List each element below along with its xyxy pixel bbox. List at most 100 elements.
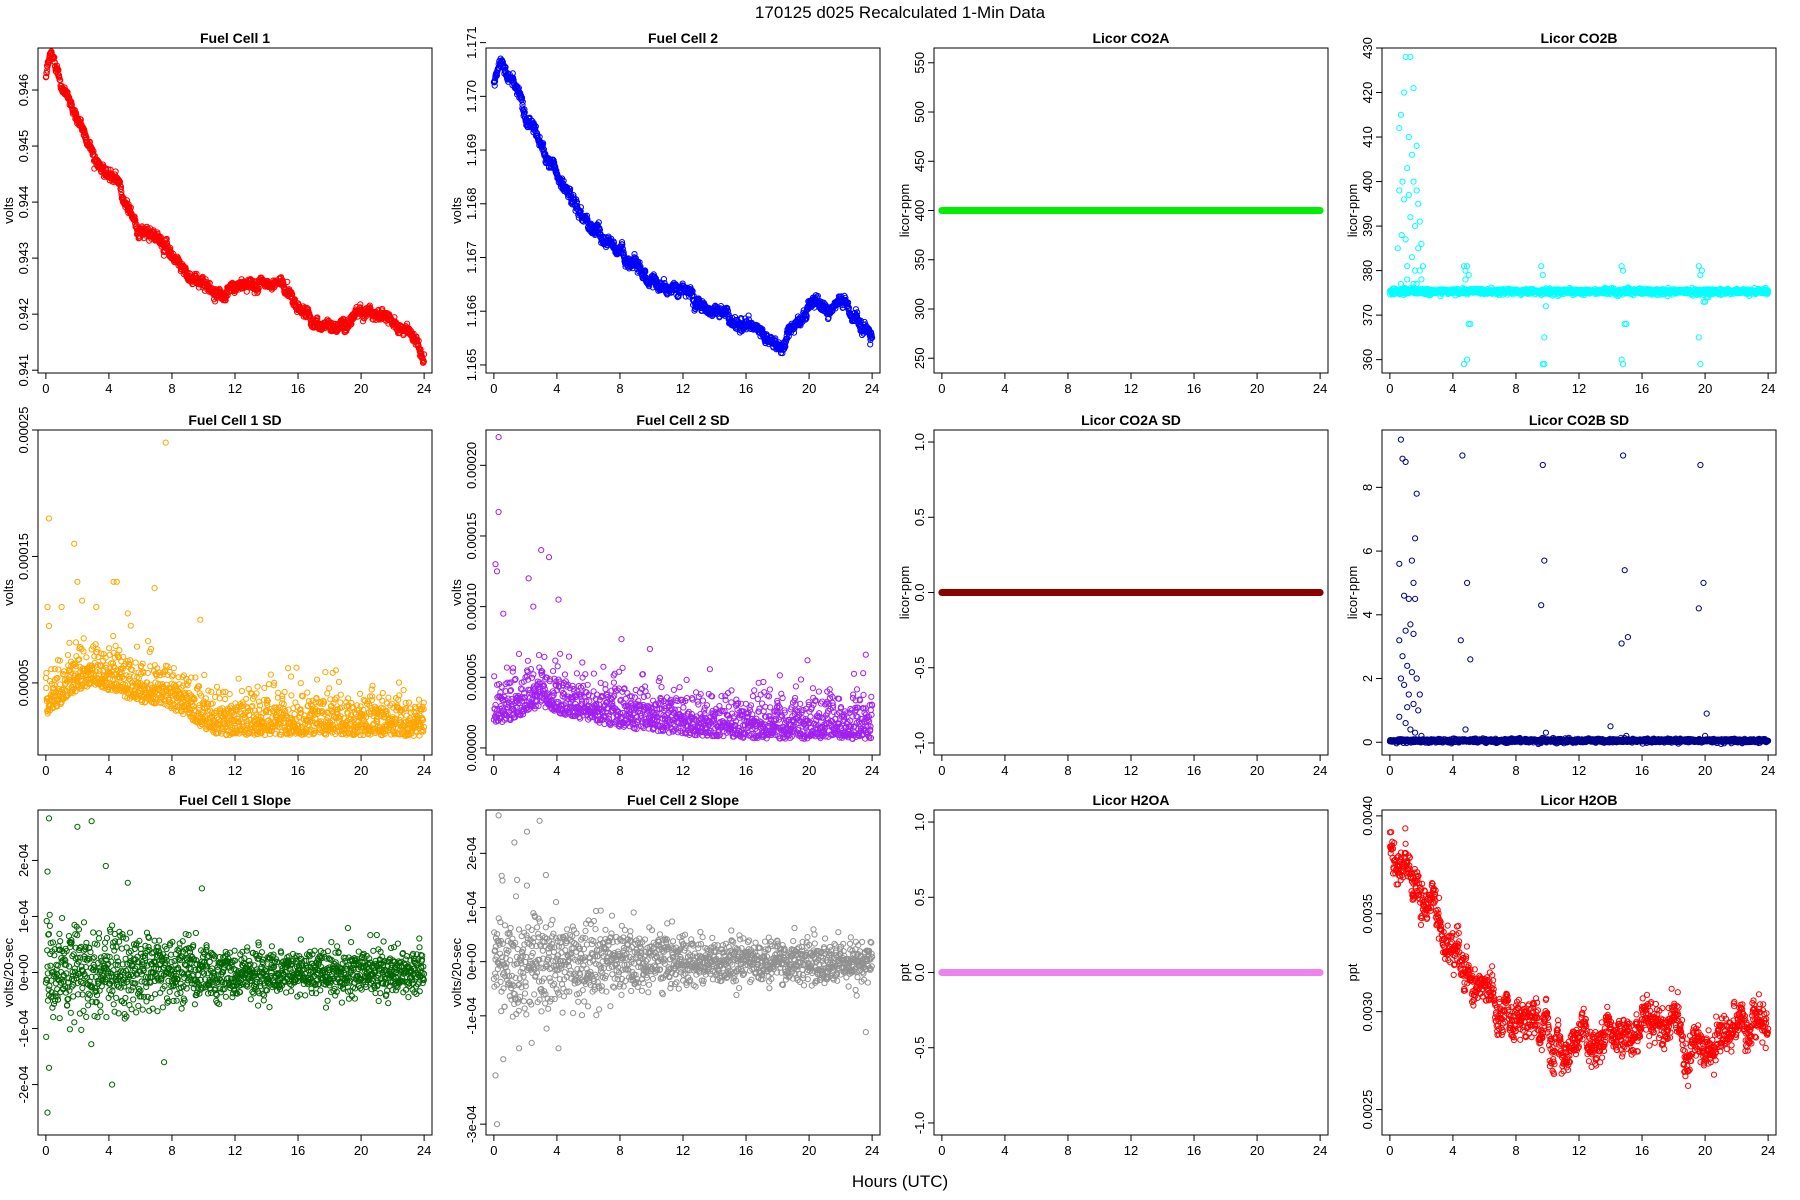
data-point	[94, 661, 101, 669]
data-point	[536, 133, 543, 140]
data-point	[1396, 125, 1403, 132]
y-tick-label: 1.170	[464, 80, 479, 113]
data-point	[566, 188, 574, 195]
data-point	[44, 67, 51, 74]
data-point	[1399, 178, 1406, 185]
data-point	[145, 638, 152, 645]
x-tick-label: 0	[42, 381, 49, 396]
data-point	[66, 639, 73, 646]
y-tick-label: 1.165	[464, 349, 479, 382]
data-point	[180, 711, 187, 718]
data-point	[510, 77, 517, 84]
data-point	[144, 669, 151, 677]
y-tick-label: 1.167	[464, 241, 479, 274]
data-point	[1412, 223, 1419, 230]
x-tick-label: 12	[228, 381, 242, 396]
panel-title: Licor CO2A	[1092, 30, 1169, 46]
data-point	[102, 654, 109, 661]
figure-title: 170125 d025 Recalculated 1-Min Data	[755, 3, 1046, 22]
data-point	[790, 329, 798, 336]
data-point	[64, 89, 71, 96]
data-point	[1410, 280, 1417, 288]
data-point	[1397, 111, 1405, 118]
data-point	[1402, 236, 1409, 243]
data-point	[1413, 142, 1420, 149]
x-tick-label: 20	[1250, 381, 1264, 396]
data-point	[421, 351, 428, 358]
data-point	[132, 220, 139, 227]
data-point	[106, 645, 113, 652]
data-point	[148, 645, 155, 653]
data-point	[814, 292, 821, 300]
data-point	[1407, 214, 1414, 221]
data-point	[154, 665, 161, 672]
data-point	[112, 642, 119, 650]
data-point	[95, 653, 102, 661]
data-point	[136, 234, 144, 241]
data-point	[583, 212, 591, 219]
data-point	[132, 659, 139, 666]
x-tick-label: 20	[802, 381, 816, 396]
panel-title: Fuel Cell 1 SD	[188, 412, 281, 428]
data-point	[1405, 191, 1412, 198]
data-point	[195, 704, 202, 711]
data-point	[782, 338, 790, 345]
data-point	[867, 341, 874, 348]
x-tick-label: 24	[417, 381, 431, 396]
data-point	[119, 665, 126, 672]
data-point	[1407, 53, 1414, 61]
data-point	[43, 684, 50, 692]
y-tick-label: 360	[1360, 349, 1375, 371]
x-tick-label: 8	[1064, 381, 1071, 396]
data-point	[123, 672, 130, 679]
data-point	[62, 680, 69, 687]
data-point	[113, 680, 121, 688]
data-point	[89, 666, 96, 673]
data-point	[1419, 263, 1427, 270]
data-point	[539, 142, 546, 149]
data-point	[1698, 267, 1706, 274]
y-tick-label: 0.944	[16, 186, 31, 219]
x-tick-label: 4	[553, 381, 560, 396]
data-point	[96, 668, 103, 675]
x-tick-label: 16	[1187, 381, 1201, 396]
y-tick-label: 0.941	[16, 354, 31, 387]
data-point	[1398, 231, 1405, 239]
data-point	[803, 313, 810, 320]
data-point	[55, 666, 62, 673]
data-point	[68, 98, 75, 106]
data-point	[43, 70, 50, 77]
y-tick-label: 390	[1360, 215, 1375, 237]
x-tick-label: 20	[1698, 381, 1712, 396]
data-point	[519, 98, 526, 105]
data-point	[91, 152, 98, 160]
x-tick-label: 8	[1512, 381, 1519, 396]
data-point	[618, 239, 626, 246]
panel-title: Licor CO2B	[1540, 30, 1617, 46]
data-point	[1413, 280, 1420, 288]
x-tick-label: 16	[291, 381, 305, 396]
data-point	[637, 263, 644, 270]
data-point	[100, 651, 107, 658]
y-tick-label: 420	[1360, 82, 1375, 104]
data-point	[206, 279, 213, 287]
y-tick-label: 550	[912, 52, 927, 74]
data-point	[577, 204, 585, 211]
data-point	[491, 82, 498, 89]
y-tick-label: 410	[1360, 126, 1375, 148]
data-point	[803, 315, 810, 322]
data-point	[250, 279, 257, 286]
data-point	[139, 660, 146, 667]
data-point	[1416, 267, 1423, 274]
data-point	[67, 666, 74, 674]
data-point	[255, 288, 262, 295]
data-point	[724, 305, 731, 312]
data-point	[551, 159, 558, 166]
data-point	[94, 646, 101, 653]
data-point	[1467, 320, 1474, 328]
data-point	[1415, 200, 1422, 207]
data-point	[869, 334, 876, 341]
y-tick-label: 1.168	[464, 188, 479, 221]
